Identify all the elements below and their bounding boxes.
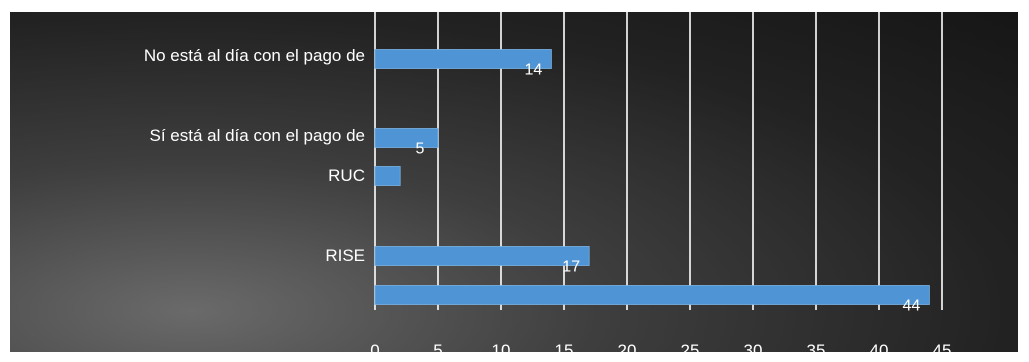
category-label-1: Sí está al día con el pago de — [150, 126, 366, 145]
bar-1 — [374, 128, 439, 148]
x-tick-label-20: 20 — [618, 341, 637, 352]
x-tick-label-5: 5 — [433, 341, 442, 352]
x-tick-label-30: 30 — [744, 341, 763, 352]
data-label-1: 5 — [416, 141, 425, 158]
x-tick-label-25: 25 — [681, 341, 700, 352]
x-tick-label-40: 40 — [870, 341, 889, 352]
bar-3 — [374, 246, 590, 266]
x-tick-label-0: 0 — [370, 341, 379, 352]
x-tick-label-10: 10 — [492, 341, 511, 352]
category-label-3: RISE — [325, 246, 365, 265]
bar-2 — [374, 166, 401, 186]
chart-panel: No está al día con el pago de 14 Sí está a… — [10, 12, 1018, 352]
x-tick-label-35: 35 — [807, 341, 826, 352]
bar-0 — [374, 49, 552, 69]
category-label-2: RUC — [328, 166, 365, 185]
bar-4 — [374, 285, 930, 305]
x-tick-label-15: 15 — [555, 341, 574, 352]
bar-chart: No está al día con el pago de 14 Sí está a… — [144, 12, 952, 352]
x-tick-label-45: 45 — [933, 341, 952, 352]
data-label-0: 14 — [525, 62, 543, 79]
data-label-3: 17 — [562, 259, 580, 276]
data-label-4: 44 — [903, 298, 921, 315]
category-label-0: No está al día con el pago de — [144, 46, 365, 65]
